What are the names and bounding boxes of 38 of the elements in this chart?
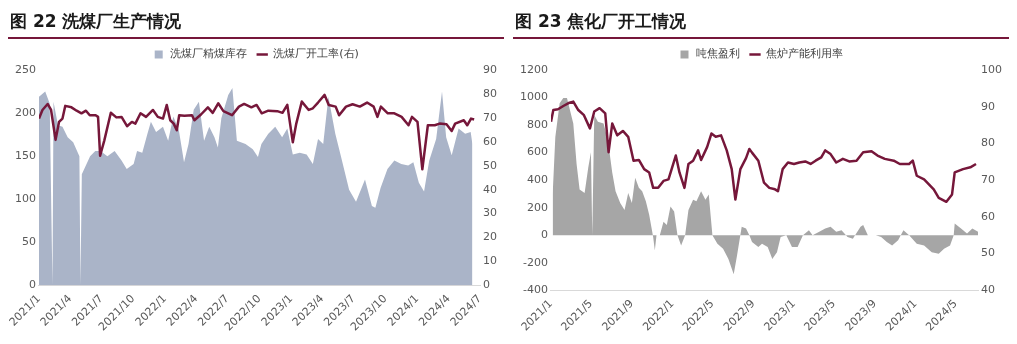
- legend-label: 焦炉产能利用率: [766, 47, 843, 61]
- y2-tick-label: 40: [483, 182, 497, 196]
- chart-title: 图 23 焦化厂开工情况: [513, 8, 1009, 39]
- y-tick-label: 100: [15, 192, 36, 206]
- y-tick-label: 1200: [519, 62, 548, 76]
- y-tick-label: 400: [526, 173, 548, 187]
- y-tick-label: 150: [15, 149, 36, 162]
- y-tick-label: 200: [526, 200, 548, 214]
- chart-title: 图 22 洗煤厂生产情况: [8, 8, 504, 39]
- y-tick-label: 800: [526, 117, 548, 131]
- y2-tick-label: 80: [483, 86, 497, 100]
- y2-tick-label: 70: [483, 110, 497, 124]
- legend-label: 洗煤厂精煤库存: [169, 47, 247, 61]
- y2-tick-label: 70: [981, 173, 995, 187]
- y2-tick-label: 60: [483, 134, 497, 148]
- y2-tick-label: 10: [483, 254, 497, 268]
- legend-label: 吨焦盈利: [695, 47, 740, 61]
- y-tick-label: 0: [29, 278, 36, 292]
- y2-tick-label: 90: [483, 62, 497, 76]
- y-tick-label: -400: [523, 283, 548, 297]
- y2-tick-label: 90: [981, 99, 995, 113]
- y-tick-label: 600: [526, 145, 548, 159]
- y-tick-label: 1000: [519, 90, 548, 104]
- y-tick-label: 0: [540, 228, 548, 242]
- y-tick-label: 50: [22, 235, 36, 249]
- y-tick-label: -200: [523, 255, 548, 269]
- legend-label: 洗煤厂开工率(右): [273, 47, 359, 61]
- y2-tick-label: 50: [981, 246, 995, 260]
- y2-tick-label: 0: [483, 278, 490, 292]
- y-tick-label: 200: [15, 105, 36, 119]
- y2-tick-label: 20: [483, 230, 497, 244]
- y-tick-label: 250: [15, 62, 36, 76]
- y2-tick-label: 50: [483, 158, 497, 172]
- y2-tick-label: 40: [981, 283, 995, 297]
- y2-tick-label: 30: [483, 206, 497, 220]
- y2-tick-label: 60: [981, 209, 995, 223]
- y2-tick-label: 80: [981, 136, 995, 150]
- y2-tick-label: 100: [981, 62, 1002, 76]
